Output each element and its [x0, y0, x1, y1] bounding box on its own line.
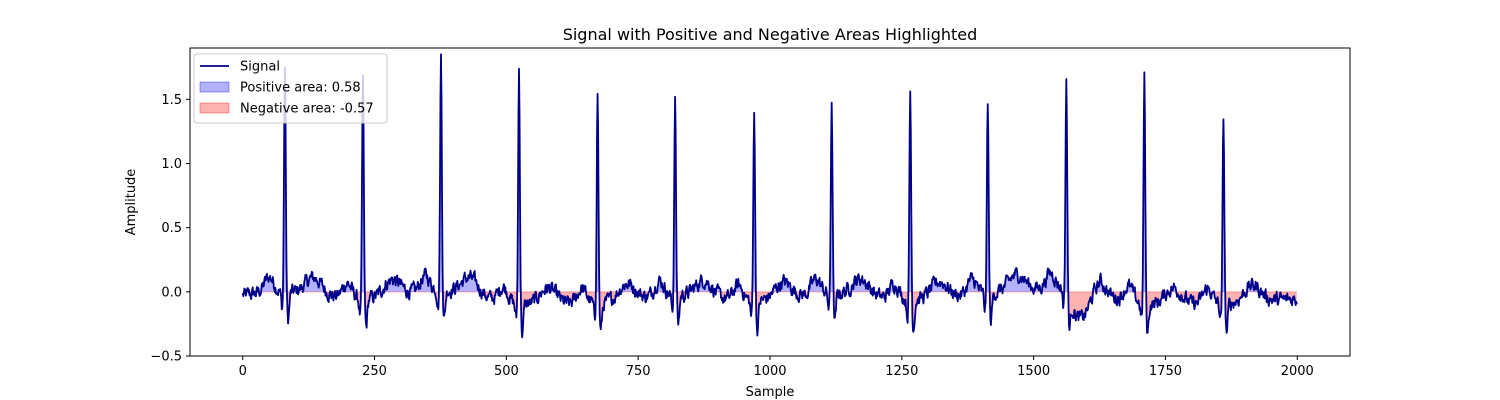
legend-swatch-negative — [199, 102, 230, 114]
x-tick-label: 1750 — [1149, 364, 1182, 379]
y-tick-label: 0.5 — [161, 221, 182, 236]
x-tick-label: 250 — [362, 364, 387, 379]
x-tick-label: 0 — [239, 364, 247, 379]
chart-title: Signal with Positive and Negative Areas … — [563, 25, 978, 44]
x-tick-label: 1250 — [885, 364, 918, 379]
legend-label: Signal — [240, 60, 280, 75]
legend-box — [193, 53, 388, 124]
signal-line — [241, 53, 1298, 339]
plot-area — [241, 53, 1298, 339]
legend-label: Negative area: -0.57 — [240, 102, 374, 117]
y-tick-label: 0.0 — [161, 285, 182, 300]
x-tick-label: 500 — [494, 364, 519, 379]
y-axis: −0.5 0.0 0.5 1.0 1.5 — [150, 93, 190, 365]
y-tick-label: 1.5 — [161, 93, 182, 108]
legend-swatch-positive — [199, 81, 230, 93]
y-axis-title: Amplitude — [124, 169, 139, 236]
x-axis: 0 250 500 750 1000 1250 1500 1750 2000 — [239, 356, 1314, 379]
x-tick-label: 1000 — [753, 364, 786, 379]
y-tick-label: −0.5 — [150, 350, 182, 365]
x-tick-label: 750 — [626, 364, 651, 379]
x-axis-title: Sample — [746, 385, 795, 400]
x-tick-label: 2000 — [1281, 364, 1314, 379]
legend: Signal Positive area: 0.58 Negative area: … — [193, 53, 388, 124]
x-tick-label: 1500 — [1017, 364, 1050, 379]
y-tick-label: 1.0 — [161, 157, 182, 172]
legend-label: Positive area: 0.58 — [240, 81, 361, 96]
